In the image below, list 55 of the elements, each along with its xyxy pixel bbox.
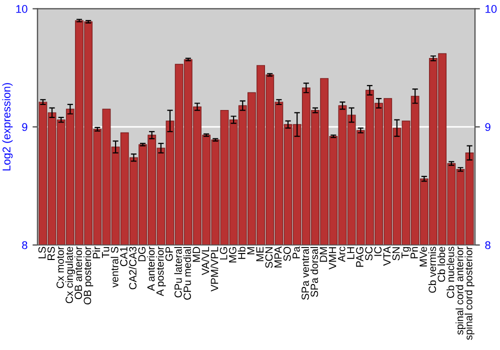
x-tick-label: SC: [365, 246, 373, 260]
y-axis-title: Log2 (expression): [2, 83, 13, 170]
x-tick-label: DM: [320, 247, 328, 262]
y2-tick-label: 10: [486, 5, 497, 13]
y-tick-label: 10: [16, 5, 28, 13]
x-tick-label: Arc: [338, 246, 346, 262]
x-tick-label: Cb vermis: [428, 246, 436, 293]
x-tick-label: VMH: [328, 247, 336, 270]
x-tick-label: MG: [228, 247, 236, 262]
x-tick-label: A anterior: [147, 246, 155, 291]
x-tick-label: Hb: [238, 246, 246, 259]
x-tick-label: VA/VL: [201, 246, 210, 276]
x-tick-label: MPA: [274, 246, 282, 268]
x-tick-label: spinal cord posterior: [464, 246, 474, 340]
x-tick-label: Pir: [92, 246, 100, 258]
x-tick-label: MD: [192, 246, 200, 262]
x-tick-label: Cx motor: [56, 246, 64, 288]
x-tick-label: GP: [165, 246, 173, 261]
x-tick-label: Pa: [292, 246, 300, 258]
x-tick-label: Tu: [102, 247, 110, 258]
x-tick-label: CPu lateral: [174, 247, 182, 298]
x-tick-label: Tg: [402, 247, 411, 258]
x-tick-label: LG: [220, 247, 228, 260]
x-tick-label: DG: [138, 247, 146, 262]
x-tick-label: SCN: [265, 247, 273, 268]
y2-tick-label: 8: [485, 241, 490, 250]
x-tick-label: ventral S: [110, 246, 118, 288]
y2-tick-label: 9: [485, 123, 490, 132]
x-tick-label: PAG: [356, 247, 364, 267]
x-tick-label: CA2/CA3: [128, 246, 137, 290]
x-tick-label: OB posterior: [83, 246, 94, 304]
x-tick-label: M: [247, 247, 254, 254]
x-tick-label: SN: [392, 247, 400, 260]
x-tick-label: Cb nucleus: [446, 246, 454, 298]
x-tick-label: Cx cingulate: [65, 246, 76, 304]
x-tick-label: CPu medial: [183, 247, 191, 300]
x-tick-label: SO: [283, 246, 291, 261]
x-tick-label: SPa dorsal: [310, 247, 318, 297]
x-tick-label: spinal cord anterior: [456, 246, 466, 335]
x-tick-label: Cb lobe: [437, 246, 446, 282]
x-tick-label: CA1: [120, 246, 128, 266]
x-tick-label: RS: [47, 246, 55, 260]
x-tick-label: ME: [256, 246, 264, 262]
x-tick-label: OB anterior: [74, 246, 82, 300]
x-tick-label: LH: [347, 247, 354, 259]
x-tick-label: SPa ventral: [301, 247, 309, 300]
x-tick-label: MVe: [420, 246, 427, 266]
x-tick-label: VPM/VPL: [210, 246, 218, 292]
y-tick-label: 8: [22, 241, 28, 250]
x-tick-label: VTA: [383, 246, 391, 266]
x-tick-label: A posterior: [156, 246, 166, 296]
y-tick-label: 9: [22, 123, 28, 132]
x-tick-label: LS: [38, 246, 46, 258]
x-tick-label: IC: [374, 246, 382, 256]
x-tick-label: Pn: [410, 247, 418, 258]
